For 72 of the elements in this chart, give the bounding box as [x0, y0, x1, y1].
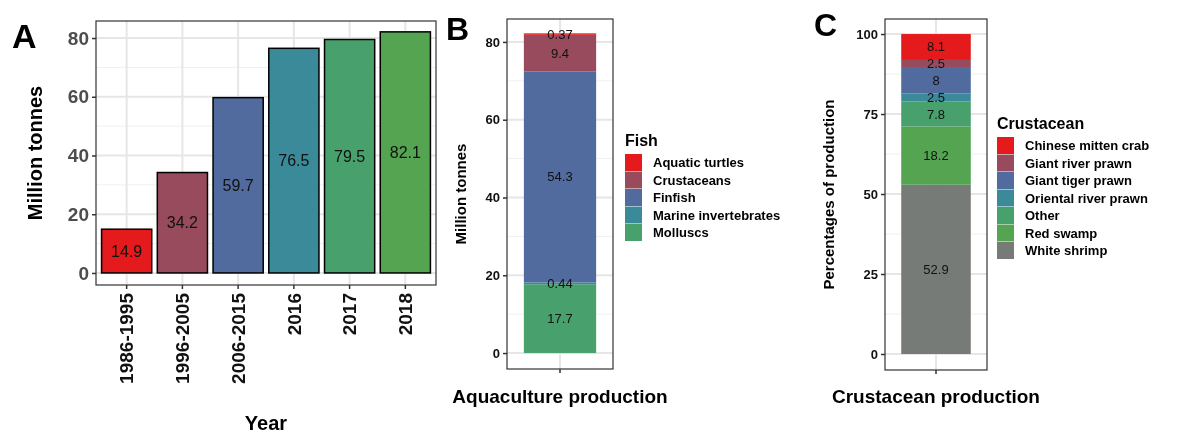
- data-label: 17.7: [547, 311, 573, 327]
- data-label: 9.4: [550, 45, 570, 61]
- y-tick-label: 40: [485, 190, 500, 206]
- y-tick-label: 20: [67, 203, 89, 225]
- data-label: 0.44: [547, 275, 573, 291]
- x-tick-label: 2017: [339, 293, 361, 336]
- legend-label: Aquatic turtles: [653, 155, 745, 170]
- data-label: 8: [932, 73, 940, 89]
- y-axis-title: Million tonnes: [24, 85, 46, 221]
- bar: [379, 31, 432, 274]
- legend-title: Fish: [625, 132, 658, 149]
- y-tick-label: 0: [870, 346, 878, 362]
- chart-title: C: [814, 7, 838, 43]
- y-axis-title: Million tonnes: [452, 143, 469, 245]
- legend-label: Molluscs: [653, 225, 709, 240]
- legend-label: Chinese mitten crab: [1025, 138, 1150, 153]
- y-tick-label: 0: [492, 345, 500, 361]
- y-tick-label: 100: [856, 26, 878, 42]
- data-label: 52.9: [923, 261, 949, 277]
- data-label: 34.2: [166, 214, 199, 232]
- data-label: 59.7: [222, 176, 254, 194]
- data-label: 14.9: [111, 242, 143, 260]
- chart-title: A: [12, 17, 37, 55]
- legend-label: Giant tiger prawn: [1025, 173, 1132, 188]
- y-tick-label: 50: [863, 186, 878, 202]
- bar: [156, 171, 209, 274]
- legend-title: Crustacean: [997, 115, 1085, 132]
- y-tick-label: 60: [485, 112, 500, 128]
- x-axis-title: Crustacean production: [832, 386, 1040, 407]
- x-tick-label: 1986-1995: [116, 292, 138, 384]
- y-tick-label: 75: [863, 106, 878, 122]
- legend-label: White shrimp: [1025, 243, 1108, 258]
- y-axis-title: Percentages of production: [820, 99, 837, 290]
- data-label: 2.5: [926, 90, 946, 106]
- data-label: 82.1: [389, 143, 422, 161]
- y-tick-label: 80: [67, 27, 89, 49]
- bar: [901, 126, 971, 185]
- x-tick-label: 1996-2005: [172, 292, 194, 384]
- x-tick-label: 2018: [394, 293, 416, 336]
- legend-label: Other: [1025, 208, 1060, 223]
- legend-label: Finfish: [653, 190, 696, 205]
- x-tick-label: 2016: [283, 293, 305, 336]
- y-tick-label: 25: [863, 266, 878, 282]
- legend-label: Giant river prawn: [1025, 155, 1132, 171]
- x-axis-title: Aquaculture production: [452, 386, 668, 407]
- bar: [100, 228, 153, 274]
- y-tick-label: 0: [78, 262, 89, 284]
- bar: [323, 38, 376, 274]
- y-tick-label: 60: [67, 86, 89, 108]
- x-axis-title: Year: [244, 412, 288, 432]
- bar: [901, 101, 971, 127]
- x-tick-label: 2006-2015: [227, 292, 249, 384]
- bar: [901, 184, 971, 354]
- y-tick-label: 20: [485, 267, 500, 283]
- data-label: 2.5: [926, 56, 946, 72]
- bar: [212, 96, 264, 274]
- legend-label: Red swamp: [1025, 225, 1098, 241]
- bar: [901, 34, 971, 60]
- data-label: 76.5: [278, 152, 310, 170]
- bar: [268, 47, 320, 274]
- legend-label: Marine invertebrates: [653, 207, 781, 223]
- data-label: 54.3: [547, 169, 573, 185]
- y-tick-label: 40: [67, 145, 89, 167]
- bar: [901, 67, 971, 94]
- data-label: 18.2: [923, 148, 949, 164]
- data-label: 7.8: [926, 106, 946, 122]
- chart-title: B: [446, 11, 470, 47]
- legend-label: Crustaceans: [653, 172, 732, 188]
- data-label: 8.1: [926, 39, 946, 55]
- data-label: 79.5: [334, 147, 366, 165]
- legend-label: Oriental river prawn: [1025, 190, 1148, 206]
- y-tick-label: 80: [485, 34, 500, 50]
